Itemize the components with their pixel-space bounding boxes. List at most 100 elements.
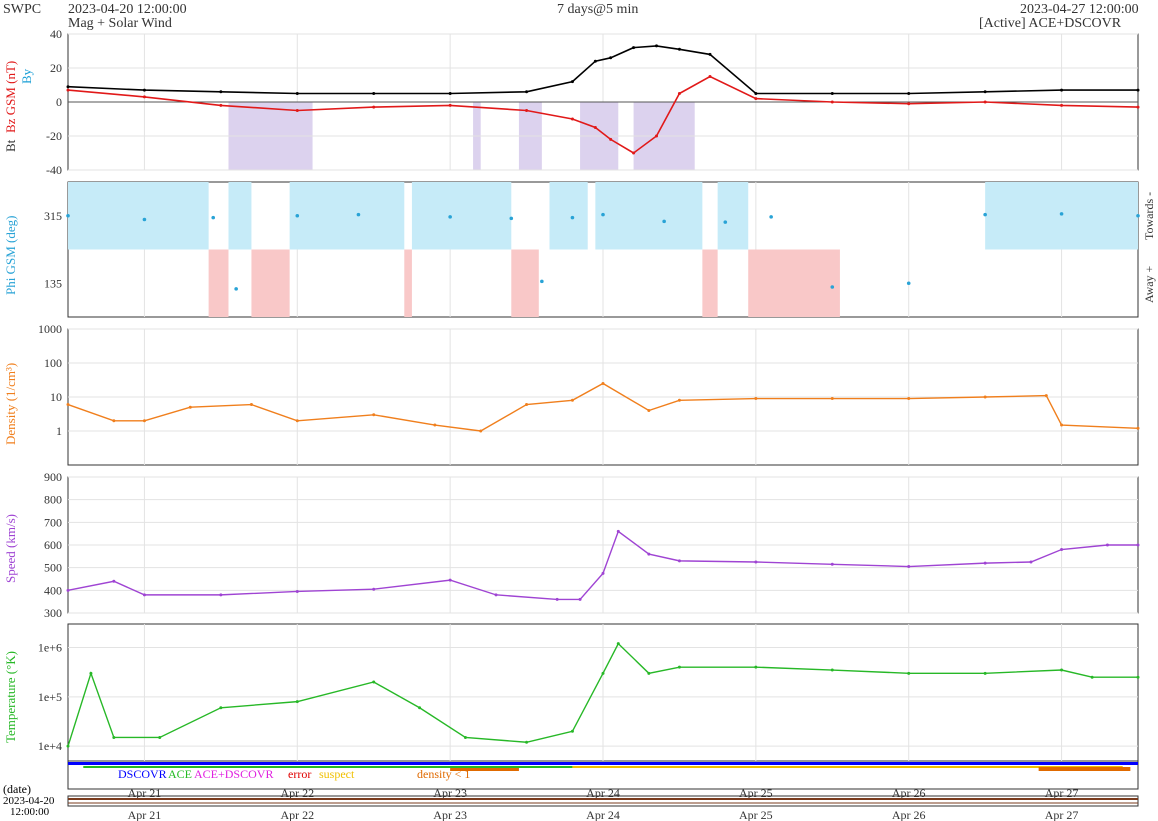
bz-data-point xyxy=(754,97,758,101)
speed-data-point xyxy=(677,559,681,563)
temperature-data-point xyxy=(158,735,162,739)
temperature-data-point xyxy=(372,680,376,684)
density-data-point xyxy=(479,429,483,433)
towards-sector-fill xyxy=(228,182,252,250)
density-y-tick: 1 xyxy=(56,424,62,438)
bt-data-point xyxy=(907,92,911,95)
x-tick-label-bottom: Apr 25 xyxy=(739,808,773,821)
density-y-tick: 100 xyxy=(44,356,62,370)
legend-ace-dscovr: ACE+DSCOVR xyxy=(194,767,273,781)
x-tick-label-bottom: Apr 26 xyxy=(892,808,926,821)
bt-data-point xyxy=(525,90,529,94)
phi-data-point xyxy=(601,212,605,217)
bz-data-point xyxy=(1136,105,1140,109)
towards-sector-fill xyxy=(549,182,588,250)
phi-data-point xyxy=(356,212,361,217)
phi-data-point xyxy=(540,279,544,284)
bt-data-point xyxy=(609,56,613,60)
bz-data-point xyxy=(609,137,613,141)
x-tick-label-bottom: Apr 27 xyxy=(1045,808,1079,821)
phi-axis-label: Phi GSM (deg) xyxy=(3,216,18,295)
bt-data-point xyxy=(66,85,70,89)
temperature-data-point xyxy=(983,671,987,675)
bt-data-point xyxy=(448,92,452,95)
bt-data-point xyxy=(593,59,597,63)
speed-data-point xyxy=(219,593,223,597)
bt-data-point xyxy=(708,52,712,56)
density-data-point xyxy=(433,423,437,427)
phi-data-point xyxy=(1136,213,1140,218)
start-datetime: 2023-04-20 12:00:00 xyxy=(68,2,187,17)
bt-data-point xyxy=(1060,88,1064,92)
towards-sector-fill xyxy=(68,182,209,250)
bz-series-line xyxy=(67,75,1139,154)
density-axis-label: Density (1/cm³) xyxy=(3,363,18,445)
bt-data-point xyxy=(1136,88,1140,92)
density-y-tick: 1000 xyxy=(38,322,62,336)
temperature-data-point xyxy=(66,744,70,748)
speed-data-point xyxy=(1136,543,1140,547)
away-sector-fill xyxy=(251,249,290,317)
bz-data-point xyxy=(830,100,834,104)
temperature-data-point xyxy=(677,665,681,669)
legend-error: error xyxy=(288,767,311,781)
speed-data-point xyxy=(601,571,605,575)
x-tick-label-bottom: Apr 21 xyxy=(128,808,162,821)
temperature-y-tick: 1e+4 xyxy=(38,739,62,753)
speed-y-tick: 800 xyxy=(44,493,62,507)
density-y-tick: 10 xyxy=(50,390,62,404)
temperature-data-point xyxy=(754,665,758,669)
density-data-point xyxy=(525,403,529,407)
density-data-point xyxy=(907,397,911,401)
density-data-point xyxy=(142,419,146,423)
density-data-point xyxy=(66,403,70,407)
bt-data-point xyxy=(142,88,146,92)
temperature-data-point xyxy=(89,671,93,675)
temperature-data-point xyxy=(907,671,911,675)
x-tick-label: Apr 23 xyxy=(433,786,467,800)
towards-label: Towards - xyxy=(1142,192,1156,240)
mag-y-tick: -20 xyxy=(46,129,62,143)
x-tick-label: Apr 22 xyxy=(280,786,314,800)
phi-data-point xyxy=(142,217,147,222)
phi-data-point xyxy=(211,215,216,220)
phi-data-point xyxy=(723,220,728,224)
bz-data-point xyxy=(1060,103,1064,107)
speed-data-point xyxy=(142,593,146,597)
density-flag-bar xyxy=(450,768,519,771)
speed-series-line xyxy=(67,530,1138,601)
speed-data-point xyxy=(907,565,911,569)
bt-data-point xyxy=(372,92,376,95)
temperature-data-point xyxy=(112,735,116,739)
bt-data-point xyxy=(754,92,758,95)
phi-data-point xyxy=(66,213,70,218)
speed-data-point xyxy=(578,597,582,601)
org-label: SWPC xyxy=(3,2,42,17)
x-tick-label-bottom: Apr 23 xyxy=(433,808,467,821)
bt-data-point xyxy=(295,92,299,95)
ace-source-bar xyxy=(83,766,573,768)
mag-y-tick: 0 xyxy=(56,95,62,109)
phi-data-point xyxy=(570,215,575,220)
legend-suspect: suspect xyxy=(319,767,355,781)
temperature-data-point xyxy=(1060,668,1064,672)
density-data-point xyxy=(983,395,987,399)
speed-data-point xyxy=(494,593,498,597)
speed-y-tick: 700 xyxy=(44,515,62,529)
temperature-data-point xyxy=(570,729,574,733)
temperature-data-point xyxy=(616,642,620,646)
phi-data-point xyxy=(983,212,987,217)
temperature-y-tick: 1e+6 xyxy=(38,641,62,655)
temperature-data-point xyxy=(295,700,299,704)
bz-data-point xyxy=(677,92,681,95)
suspect-flag-bar xyxy=(572,766,1123,768)
product-subtitle: Mag + Solar Wind xyxy=(68,16,172,31)
bt-data-point xyxy=(570,80,574,84)
towards-sector-fill xyxy=(595,182,703,250)
away-label: Away + xyxy=(1142,265,1156,303)
temperature-data-point xyxy=(1136,675,1140,679)
x-tick-label: Apr 25 xyxy=(739,786,773,800)
phi-data-point xyxy=(769,215,773,219)
temperature-data-point xyxy=(601,671,605,675)
